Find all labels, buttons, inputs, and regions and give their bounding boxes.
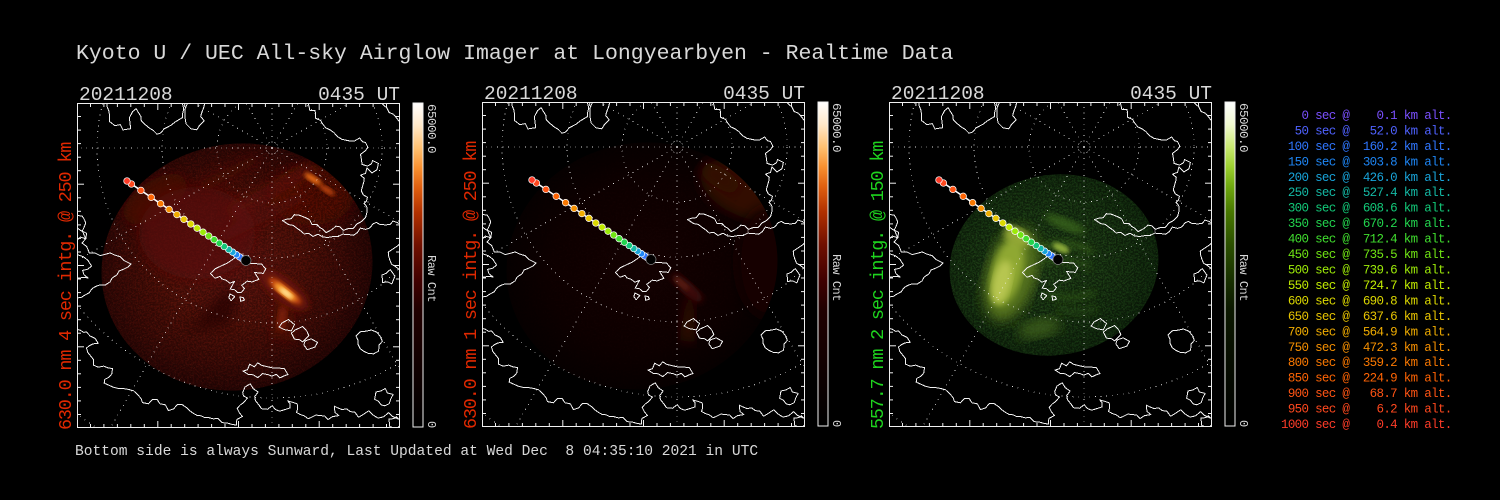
svg-text:400 sec @ 712.4 km alt.: 400 sec @ 712.4 km alt.	[1281, 233, 1452, 247]
svg-text:50 sec @ 52.0 km alt.: 50 sec @ 52.0 km alt.	[1281, 124, 1452, 138]
svg-text:0: 0	[1236, 420, 1250, 427]
svg-text:20211208: 20211208	[484, 83, 578, 105]
svg-text:150 sec @ 303.8 km alt.: 150 sec @ 303.8 km alt.	[1281, 155, 1452, 169]
svg-text:800 sec @ 359.2 km alt.: 800 sec @ 359.2 km alt.	[1281, 356, 1452, 370]
svg-text:850 sec @ 224.9 km alt.: 850 sec @ 224.9 km alt.	[1281, 372, 1452, 386]
svg-text:950 sec @ 6.2 km alt.: 950 sec @ 6.2 km alt.	[1281, 403, 1452, 417]
svg-text:0: 0	[829, 420, 843, 427]
svg-text:65000.0: 65000.0	[829, 103, 843, 152]
svg-text:Raw Cnt: Raw Cnt	[1236, 254, 1250, 301]
svg-text:Bottom side is always Sunward,: Bottom side is always Sunward, Last Upda…	[75, 444, 758, 460]
svg-text:0435 UT: 0435 UT	[723, 83, 805, 105]
svg-text:550 sec @ 724.7 km alt.: 550 sec @ 724.7 km alt.	[1281, 279, 1452, 293]
svg-text:450 sec @ 735.5 km alt.: 450 sec @ 735.5 km alt.	[1281, 248, 1452, 262]
svg-text:650 sec @ 637.6 km alt.: 650 sec @ 637.6 km alt.	[1281, 310, 1452, 324]
svg-text:557.7 nm 2 sec intg. @ 150 km: 557.7 nm 2 sec intg. @ 150 km	[868, 141, 889, 429]
svg-text:250 sec @ 527.4 km alt.: 250 sec @ 527.4 km alt.	[1281, 186, 1452, 200]
svg-text:500 sec @ 739.6 km alt.: 500 sec @ 739.6 km alt.	[1281, 264, 1452, 278]
svg-text:900 sec @ 68.7 km alt.: 900 sec @ 68.7 km alt.	[1281, 387, 1452, 401]
svg-text:600 sec @ 690.8 km alt.: 600 sec @ 690.8 km alt.	[1281, 294, 1452, 308]
svg-text:300 sec @ 608.6 km alt.: 300 sec @ 608.6 km alt.	[1281, 202, 1452, 216]
svg-text:65000.0: 65000.0	[424, 104, 438, 153]
svg-text:1000 sec @ 0.4 km alt.: 1000 sec @ 0.4 km alt.	[1281, 418, 1452, 432]
svg-text:Raw Cnt: Raw Cnt	[424, 255, 438, 302]
svg-text:750 sec @ 472.3 km alt.: 750 sec @ 472.3 km alt.	[1281, 341, 1452, 355]
svg-text:630.0 nm 1 sec intg. @ 250 km: 630.0 nm 1 sec intg. @ 250 km	[461, 141, 482, 429]
svg-text:0: 0	[424, 421, 438, 428]
svg-text:630.0 nm 4 sec intg. @ 250 km: 630.0 nm 4 sec intg. @ 250 km	[56, 142, 77, 430]
svg-text:20211208: 20211208	[891, 83, 985, 105]
svg-text:200 sec @ 426.0 km alt.: 200 sec @ 426.0 km alt.	[1281, 171, 1452, 185]
svg-text:0 sec @ 0.1 km alt.: 0 sec @ 0.1 km alt.	[1281, 109, 1452, 123]
svg-text:700 sec @ 564.9 km alt.: 700 sec @ 564.9 km alt.	[1281, 325, 1452, 339]
svg-text:100 sec @ 160.2 km alt.: 100 sec @ 160.2 km alt.	[1281, 140, 1452, 154]
svg-text:0435 UT: 0435 UT	[318, 84, 400, 106]
svg-text:Raw Cnt: Raw Cnt	[829, 254, 843, 301]
svg-text:20211208: 20211208	[79, 84, 173, 106]
svg-text:Kyoto U / UEC All-sky Airglow: Kyoto U / UEC All-sky Airglow Imager at …	[76, 42, 953, 66]
svg-text:0435 UT: 0435 UT	[1130, 83, 1212, 105]
svg-text:65000.0: 65000.0	[1236, 103, 1250, 152]
svg-text:350 sec @ 670.2 km alt.: 350 sec @ 670.2 km alt.	[1281, 217, 1452, 231]
